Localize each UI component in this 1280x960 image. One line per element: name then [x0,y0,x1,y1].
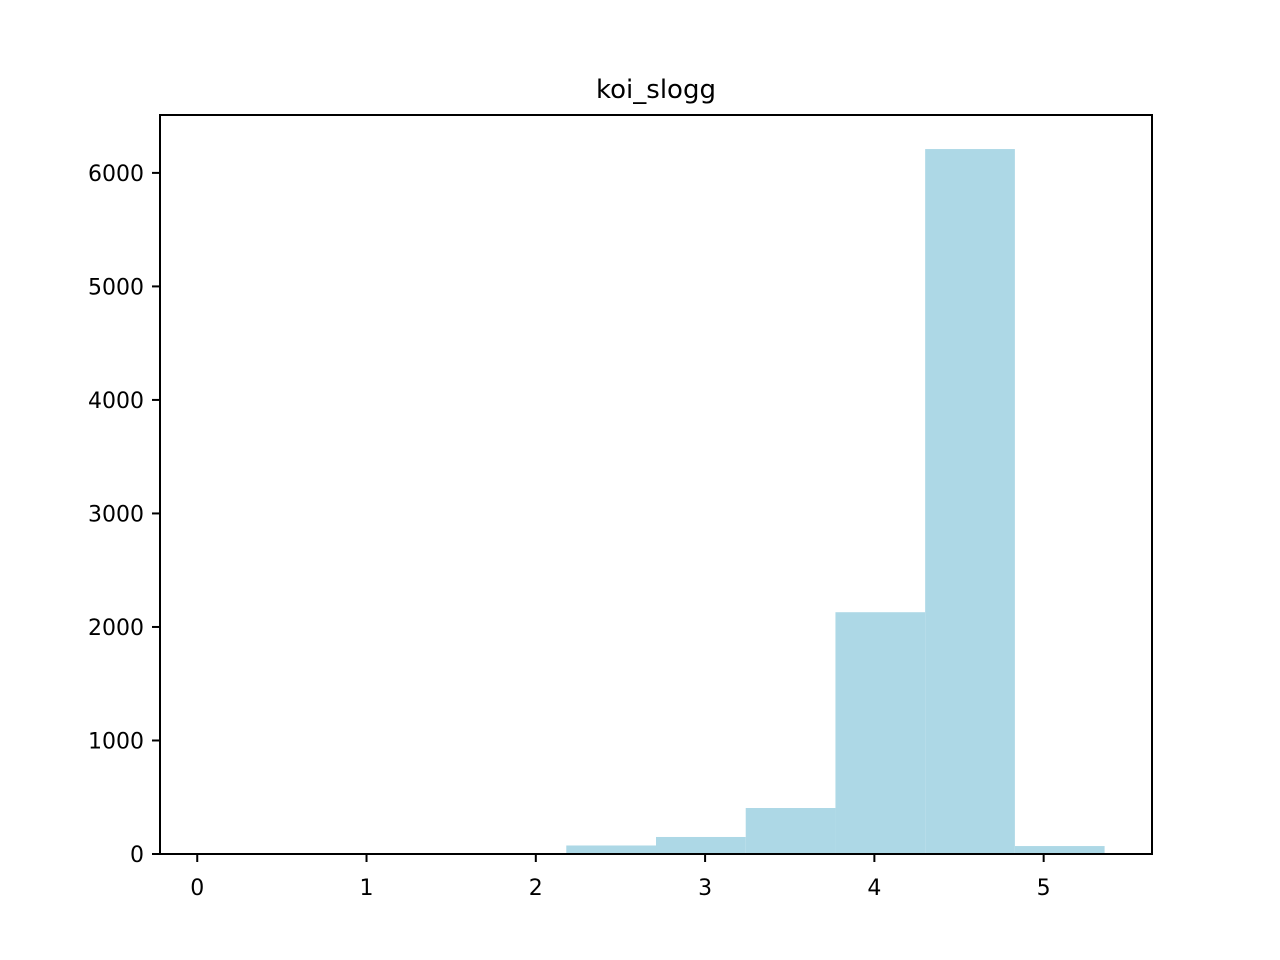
histogram-bar-8 [925,149,1015,854]
x-tick-label: 5 [1037,876,1051,901]
x-tick-label: 4 [867,876,881,901]
x-tick-label: 2 [529,876,543,901]
histogram-bar-9 [1014,846,1105,854]
plot-frame [159,114,1153,855]
y-tick-label: 4000 [88,389,144,414]
x-tick-label: 0 [190,876,204,901]
bars-layer [566,149,1105,854]
histogram-bar-5 [656,836,746,854]
histogram-bar-7 [835,612,926,854]
histogram-bar-6 [745,808,836,854]
ticks-layer: 0 1 2 3 4 5 0 1000 2000 3000 4000 5000 6000 [88,162,1051,901]
histogram-bar-4 [566,845,656,854]
x-tick-label: 1 [360,876,374,901]
x-tick-label: 3 [698,876,712,901]
y-tick-label: 6000 [88,162,144,187]
y-tick-label: 2000 [88,616,144,641]
chart-title: koi_slogg [596,75,716,105]
y-tick-label: 3000 [88,502,144,527]
y-tick-label: 5000 [88,275,144,300]
y-tick-label: 1000 [88,729,144,754]
y-tick-label: 0 [130,843,144,868]
